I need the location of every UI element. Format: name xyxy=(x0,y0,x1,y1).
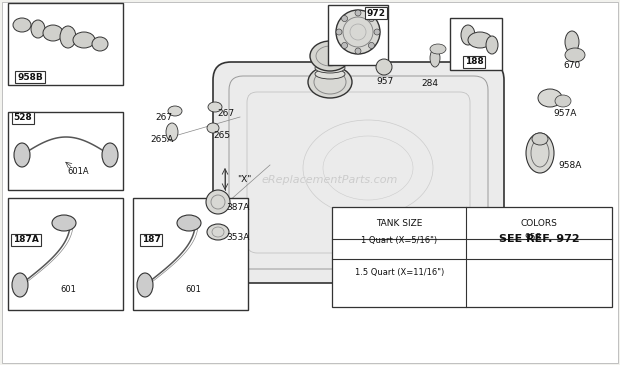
Ellipse shape xyxy=(538,89,562,107)
Ellipse shape xyxy=(374,29,380,35)
Text: 958A: 958A xyxy=(559,161,582,169)
Text: 353A: 353A xyxy=(226,234,250,242)
Ellipse shape xyxy=(92,37,108,51)
Text: SEE REF. 972: SEE REF. 972 xyxy=(499,234,580,244)
Ellipse shape xyxy=(336,10,380,54)
Ellipse shape xyxy=(461,25,475,45)
Ellipse shape xyxy=(102,143,118,167)
Ellipse shape xyxy=(168,106,182,116)
Text: 1.5 Quart (X=11/16"): 1.5 Quart (X=11/16") xyxy=(355,269,444,277)
Ellipse shape xyxy=(73,32,95,48)
Text: 601: 601 xyxy=(60,285,76,295)
Ellipse shape xyxy=(315,63,345,73)
Ellipse shape xyxy=(430,44,446,54)
Ellipse shape xyxy=(336,29,342,35)
Bar xyxy=(133,198,248,310)
Ellipse shape xyxy=(368,16,374,22)
Ellipse shape xyxy=(315,57,345,67)
Text: "X": "X" xyxy=(237,174,251,184)
Ellipse shape xyxy=(430,49,440,67)
Ellipse shape xyxy=(308,66,352,98)
Ellipse shape xyxy=(208,102,222,112)
Ellipse shape xyxy=(60,26,76,48)
Text: COLORS: COLORS xyxy=(521,219,557,227)
Text: eReplacementParts.com: eReplacementParts.com xyxy=(262,175,398,185)
Bar xyxy=(8,112,123,190)
Ellipse shape xyxy=(207,224,229,240)
Text: 958: 958 xyxy=(525,233,542,242)
Text: 670: 670 xyxy=(564,61,580,70)
Ellipse shape xyxy=(206,190,230,214)
Text: 957: 957 xyxy=(376,77,394,85)
Ellipse shape xyxy=(526,133,554,173)
Ellipse shape xyxy=(342,42,348,49)
Ellipse shape xyxy=(486,36,498,54)
Ellipse shape xyxy=(355,10,361,16)
Ellipse shape xyxy=(14,143,30,167)
Ellipse shape xyxy=(166,123,178,141)
Text: 187A: 187A xyxy=(13,235,39,245)
Bar xyxy=(450,18,502,70)
Text: 267: 267 xyxy=(218,108,234,118)
Text: 387A: 387A xyxy=(226,204,250,212)
Ellipse shape xyxy=(555,95,571,107)
Ellipse shape xyxy=(532,133,548,145)
Ellipse shape xyxy=(498,253,512,263)
Ellipse shape xyxy=(493,227,517,263)
Text: 601: 601 xyxy=(185,285,201,295)
Bar xyxy=(8,198,123,310)
Ellipse shape xyxy=(315,69,345,79)
Text: 284: 284 xyxy=(422,78,438,88)
Ellipse shape xyxy=(376,59,392,75)
Text: 267: 267 xyxy=(156,112,172,122)
Text: 187: 187 xyxy=(141,235,161,245)
Ellipse shape xyxy=(565,31,579,53)
Ellipse shape xyxy=(13,18,31,32)
FancyBboxPatch shape xyxy=(213,62,504,283)
Ellipse shape xyxy=(12,273,28,297)
Text: 528: 528 xyxy=(14,114,32,123)
Text: TANK SIZE: TANK SIZE xyxy=(376,219,422,227)
Bar xyxy=(8,3,123,85)
Text: 1 Quart (X=5/16"): 1 Quart (X=5/16") xyxy=(361,237,437,246)
Ellipse shape xyxy=(43,25,63,41)
Text: 601A: 601A xyxy=(67,168,89,177)
Ellipse shape xyxy=(207,123,219,133)
Ellipse shape xyxy=(342,16,348,22)
Ellipse shape xyxy=(52,215,76,231)
Bar xyxy=(328,5,388,65)
Ellipse shape xyxy=(368,42,374,49)
Bar xyxy=(332,207,612,307)
Text: 265A: 265A xyxy=(151,135,174,145)
Ellipse shape xyxy=(310,41,350,71)
Ellipse shape xyxy=(137,273,153,297)
Text: 957A: 957A xyxy=(553,108,577,118)
Text: 972: 972 xyxy=(366,8,386,18)
Text: 188: 188 xyxy=(464,58,484,66)
Text: 265: 265 xyxy=(213,131,231,139)
Ellipse shape xyxy=(31,20,45,38)
Text: 958B: 958B xyxy=(17,73,43,81)
Ellipse shape xyxy=(177,215,201,231)
Ellipse shape xyxy=(468,32,492,48)
Ellipse shape xyxy=(355,48,361,54)
Ellipse shape xyxy=(565,48,585,62)
